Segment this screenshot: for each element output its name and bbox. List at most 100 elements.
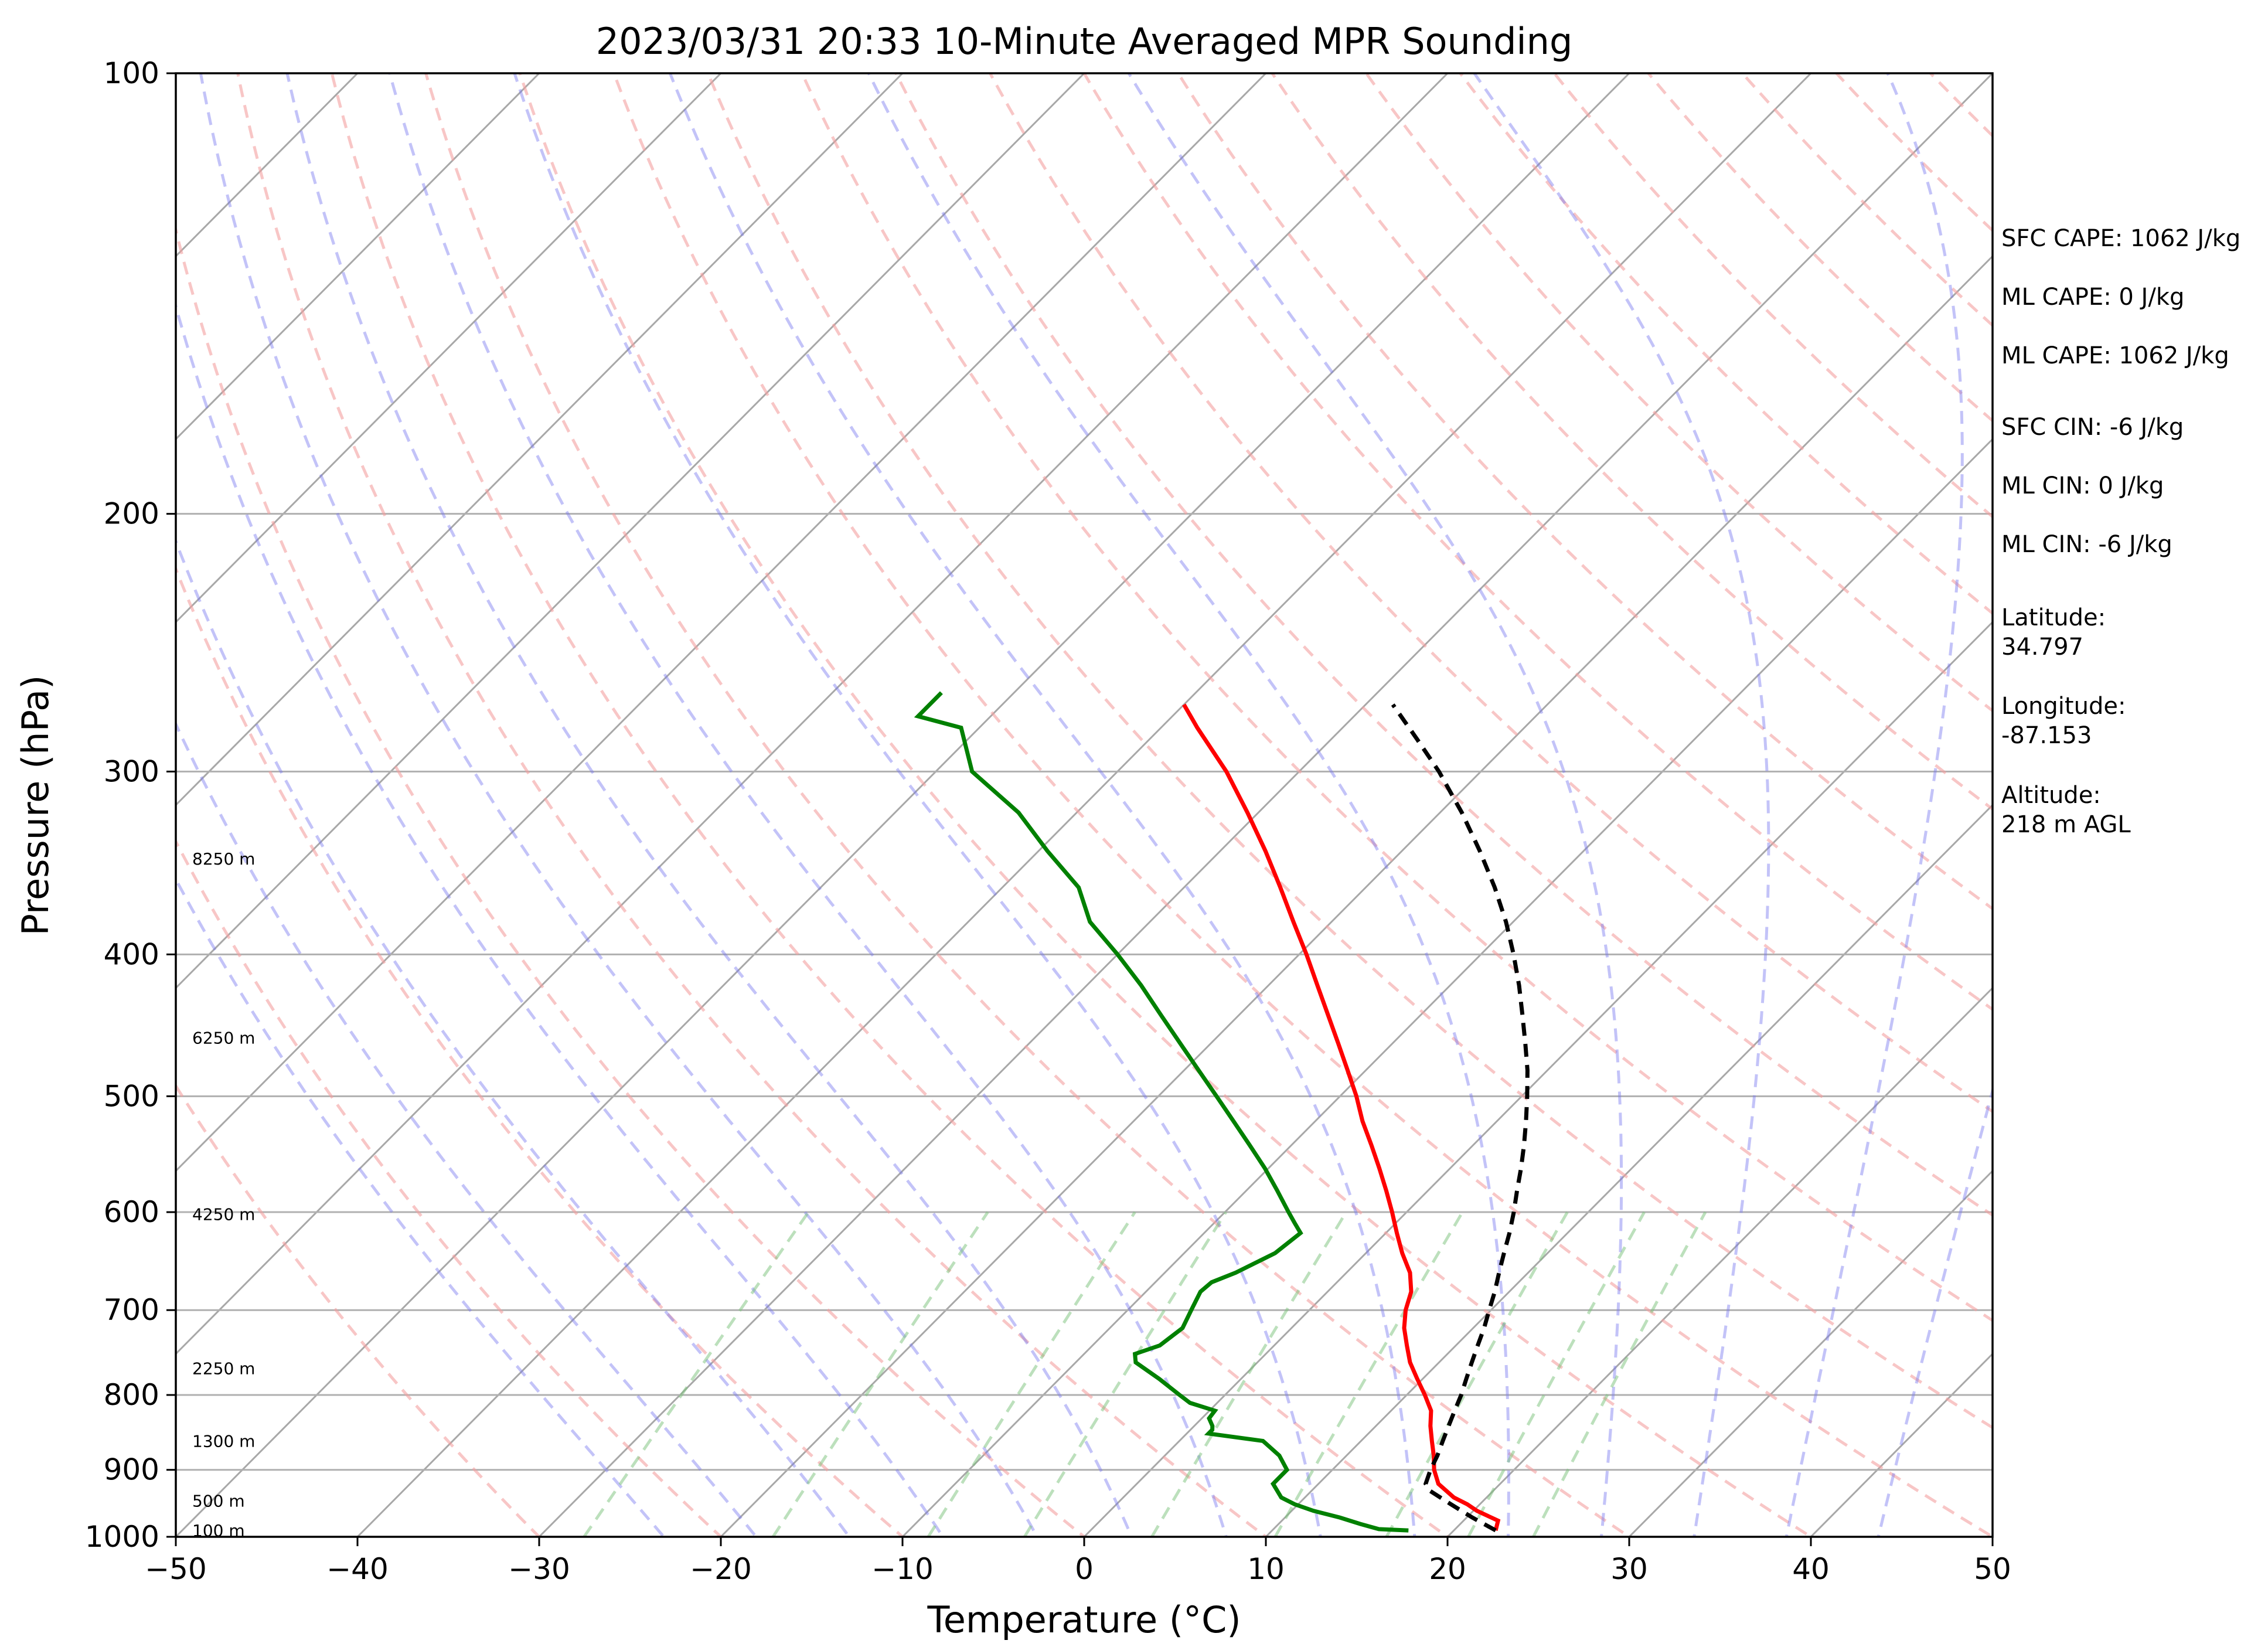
mixing-ratio-line [1023, 1211, 1228, 1537]
moist-adiabat-line [176, 301, 945, 1537]
moist-adiabat-line [176, 720, 758, 1537]
dry-adiabat-line [1740, 73, 1993, 328]
sfc-cin-text: SFC CIN: -6 J/kg [2001, 414, 2184, 441]
moist-adiabat-line [1127, 73, 1623, 1537]
height-label: 8250 m [192, 849, 255, 869]
dry-adiabat-line [1176, 73, 1993, 911]
dry-adiabat-line [1458, 73, 1993, 615]
latitude-label: Latitude: [2001, 604, 2106, 631]
dry-adiabat-line [330, 73, 1450, 1537]
x-tick-label: −50 [145, 1552, 207, 1586]
height-label: 2250 m [192, 1359, 255, 1378]
x-tick-label: 30 [1610, 1552, 1648, 1586]
sfc-cape-text: SFC CAPE: 1062 J/kg [2001, 225, 2240, 252]
x-tick-label: 20 [1429, 1552, 1466, 1586]
moist-adiabat-line [388, 73, 1228, 1537]
moist-adiabat-line [1877, 1085, 1993, 1537]
altitude-value: 218 m AGL [2001, 811, 2131, 838]
height-label: 4250 m [192, 1205, 255, 1224]
moist-adiabat-line [1472, 73, 1770, 1537]
background-lines [176, 73, 1993, 1537]
isotherm-line [1627, 1169, 1993, 1537]
dry-adiabat-line [236, 73, 1269, 1537]
y-tick-label: 1000 [85, 1520, 159, 1554]
altitude-label: Altitude: [2001, 782, 2101, 809]
dry-adiabat-line [1270, 73, 1993, 811]
moist-adiabat-line [1785, 73, 1964, 1537]
ml-cin-text: ML CIN: 0 J/kg [2001, 472, 2164, 499]
ml-cape-text-2: ML CAPE: 1062 J/kg [2001, 342, 2229, 369]
latitude-value: 34.797 [2001, 634, 2083, 661]
x-tick-label: −20 [690, 1552, 752, 1586]
parcel-path-line [1391, 703, 1530, 1533]
mixing-ratio-line [1150, 1211, 1348, 1537]
dry-adiabat-line [518, 73, 1814, 1537]
ml-cin-text-2: ML CIN: -6 J/kg [2001, 531, 2172, 558]
x-tick-label: 0 [1075, 1552, 1094, 1586]
dry-adiabats [176, 73, 1993, 1537]
dry-adiabat-line [176, 1083, 542, 1537]
dry-adiabat-line [612, 73, 1993, 1537]
y-tick-label: 500 [104, 1079, 159, 1113]
mixing-ratio-line [927, 1211, 1136, 1537]
moist-adiabat-line [199, 73, 1039, 1537]
dry-adiabat-line [988, 73, 1993, 1114]
dry-adiabat-line [424, 73, 1632, 1537]
isotherm-line [356, 73, 1813, 1537]
y-axis-label: Pressure (hPa) [14, 675, 57, 936]
mixing-ratio-line [1273, 1211, 1464, 1537]
moist-adiabat-line [867, 73, 1510, 1537]
longitude-value: -87.153 [2001, 722, 2092, 749]
moist-adiabat-line [176, 537, 852, 1537]
y-tick-label: 400 [104, 937, 159, 971]
moist-adiabat-line [176, 876, 666, 1537]
height-label: 100 m [192, 1521, 245, 1540]
dry-adiabat-line [1364, 73, 1993, 713]
isotherm-line [537, 73, 1993, 1537]
y-tick-label: 800 [104, 1378, 159, 1412]
dry-adiabat-line [176, 224, 1087, 1537]
chart-title: 2023/03/31 20:33 10-Minute Averaged MPR … [596, 20, 1573, 63]
x-tick-label: 50 [1974, 1552, 2011, 1586]
dewpoint-line [914, 691, 1409, 1533]
x-axis-ticks: −50 −40 −30 −20 −10 0 10 20 30 40 50 [145, 1537, 2011, 1586]
x-tick-label: −40 [326, 1552, 389, 1586]
y-tick-label: 900 [104, 1453, 159, 1487]
dry-adiabat-line [1082, 73, 1993, 1012]
moist-adiabats [176, 73, 1993, 1537]
x-tick-label: 10 [1247, 1552, 1285, 1586]
isotherm-line [901, 438, 1993, 1537]
isotherm-line [1446, 986, 1993, 1537]
isotherm-line [176, 73, 1086, 989]
y-tick-label: 600 [104, 1195, 159, 1229]
longitude-label: Longitude: [2001, 693, 2126, 720]
dry-adiabat-line [706, 73, 1993, 1430]
x-tick-label: 40 [1792, 1552, 1830, 1586]
mixing-ratio-line [771, 1211, 989, 1537]
height-label: 500 m [192, 1492, 245, 1511]
moist-adiabat-line [513, 73, 1322, 1537]
x-axis-label: Temperature (°C) [927, 1598, 1241, 1641]
ml-cape-text: ML CAPE: 0 J/kg [2001, 284, 2184, 311]
y-tick-label: 300 [104, 754, 159, 788]
isotherm-line [176, 73, 1268, 1172]
height-labels: 100 m 500 m 1300 m 2250 m 4250 m 6250 m 8250 m [192, 849, 255, 1540]
isotherm-line [176, 73, 1449, 1356]
sounding-profiles [914, 691, 1530, 1533]
mixing-ratio-line [1467, 1211, 1646, 1537]
y-tick-label: 100 [104, 56, 159, 90]
y-tick-label: 200 [104, 497, 159, 531]
height-label: 6250 m [192, 1028, 255, 1047]
sounding-info-panel: SFC CAPE: 1062 J/kg ML CAPE: 0 J/kg ML C… [2001, 225, 2240, 838]
mixing-ratio-line [1385, 1211, 1569, 1537]
mixing-ratio-line [1532, 1211, 1707, 1537]
dry-adiabat-line [1552, 73, 1993, 519]
isotherm-line [176, 73, 541, 441]
isotherm-line [719, 254, 1993, 1537]
isotherms [176, 73, 1993, 1537]
isobar-gridlines [176, 73, 1993, 1537]
x-tick-label: −30 [508, 1552, 570, 1586]
x-tick-label: −10 [871, 1552, 934, 1586]
y-tick-label: 700 [104, 1293, 159, 1327]
moist-adiabat-line [285, 73, 1133, 1537]
